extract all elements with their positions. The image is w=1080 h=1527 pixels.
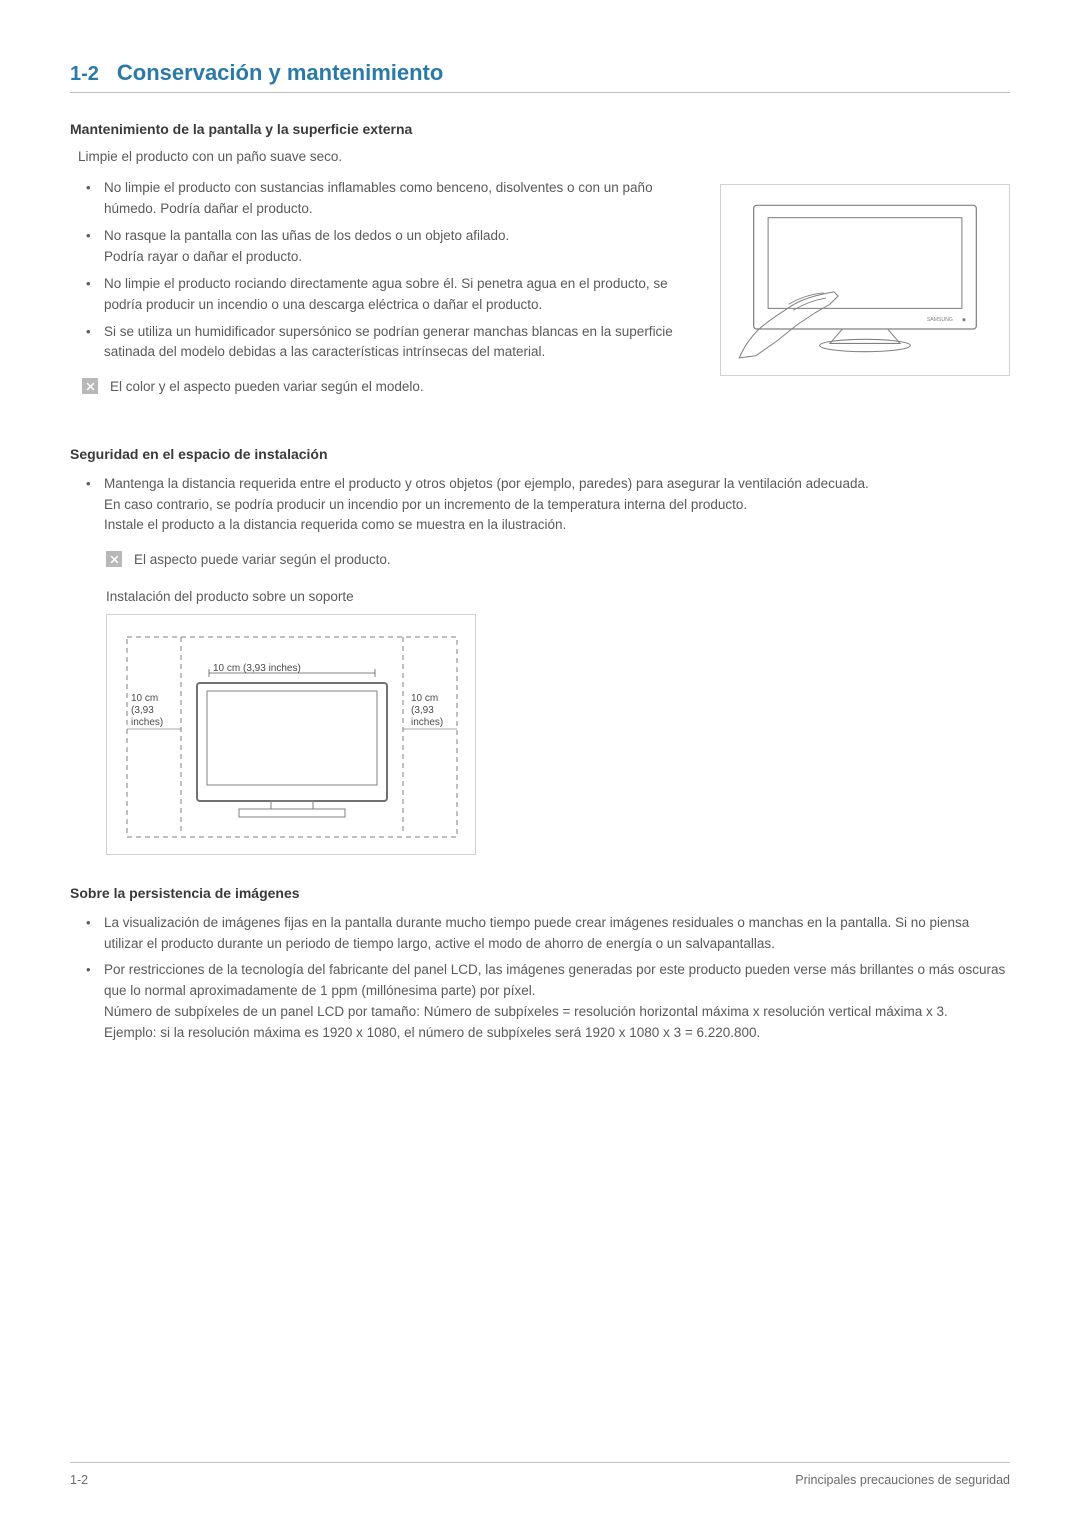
note-text: El color y el aspecto pueden variar segú…: [110, 377, 424, 397]
installation-note: El aspecto puede variar según el product…: [106, 550, 1010, 570]
list-item: Si se utiliza un humidificador supersóni…: [82, 322, 690, 364]
maintenance-two-col: No limpie el producto con sustancias inf…: [70, 178, 1010, 398]
diagram-label-left-3: inches): [131, 717, 163, 728]
list-item: No limpie el producto con sustancias inf…: [82, 178, 690, 220]
footer-right: Principales precauciones de seguridad: [795, 1473, 1010, 1487]
info-icon: [106, 551, 122, 567]
installation-figure-wrap: 10 cm (3,93 inches) 10 cm (3,93 inches) …: [106, 614, 1010, 855]
list-text: No limpie el producto rociando directame…: [104, 276, 668, 312]
installation-list: Mantenga la distancia requerida entre el…: [70, 474, 1010, 537]
maintenance-left-col: No limpie el producto con sustancias inf…: [70, 178, 690, 398]
section-number: 1-2: [70, 63, 99, 86]
diagram-label-left-2: (3,93: [131, 705, 154, 716]
list-item: No limpie el producto rociando directame…: [82, 274, 690, 316]
persistence-block: Sobre la persistencia de imágenes La vis…: [70, 885, 1010, 1051]
maintenance-intro: Limpie el producto con un paño suave sec…: [78, 149, 1010, 164]
diagram-label-right-3: inches): [411, 717, 443, 728]
cleaning-figure: SAMSUNG: [720, 184, 1010, 376]
maintenance-note: El color y el aspecto pueden variar segú…: [82, 377, 690, 397]
note-text: El aspecto puede variar según el product…: [134, 550, 391, 570]
list-item: Por restricciones de la tecnología del f…: [82, 960, 1010, 1044]
section-header: 1-2 Conservación y mantenimiento: [70, 60, 1010, 93]
installation-block: Seguridad en el espacio de instalación M…: [70, 446, 1010, 855]
page-footer: 1-2 Principales precauciones de segurida…: [70, 1462, 1010, 1487]
section-title: Conservación y mantenimiento: [117, 60, 443, 86]
maintenance-list: No limpie el producto con sustancias inf…: [70, 178, 690, 363]
maintenance-block: Mantenimiento de la pantalla y la superf…: [70, 121, 1010, 398]
maintenance-heading: Mantenimiento de la pantalla y la superf…: [70, 121, 1010, 137]
list-item: La visualización de imágenes fijas en la…: [82, 913, 1010, 955]
document-page: 1-2 Conservación y mantenimiento Manteni…: [0, 0, 1080, 1527]
diagram-label-top: 10 cm (3,93 inches): [213, 663, 301, 674]
persistence-heading: Sobre la persistencia de imágenes: [70, 885, 1010, 901]
footer-left: 1-2: [70, 1473, 88, 1487]
list-text: La visualización de imágenes fijas en la…: [104, 915, 969, 951]
diagram-label-right-2: (3,93: [411, 705, 434, 716]
diagram-label-right-1: 10 cm: [411, 693, 438, 704]
persistence-list: La visualización de imágenes fijas en la…: [70, 913, 1010, 1045]
list-text: No rasque la pantalla con las uñas de lo…: [104, 228, 509, 264]
list-text: Por restricciones de la tecnología del f…: [104, 962, 1005, 1040]
diagram-label-left-1: 10 cm: [131, 693, 158, 704]
installation-figure: 10 cm (3,93 inches) 10 cm (3,93 inches) …: [106, 614, 476, 855]
installation-caption: Instalación del producto sobre un soport…: [106, 589, 1010, 604]
info-icon: [82, 378, 98, 394]
installation-heading: Seguridad en el espacio de instalación: [70, 446, 1010, 462]
maintenance-figure-col: SAMSUNG: [720, 178, 1010, 398]
list-text: No limpie el producto con sustancias inf…: [104, 180, 653, 216]
list-text: Mantenga la distancia requerida entre el…: [104, 476, 869, 533]
list-item: Mantenga la distancia requerida entre el…: [82, 474, 1010, 537]
list-text: Si se utiliza un humidificador supersóni…: [104, 324, 673, 360]
svg-text:SAMSUNG: SAMSUNG: [927, 317, 953, 323]
list-item: No rasque la pantalla con las uñas de lo…: [82, 226, 690, 268]
